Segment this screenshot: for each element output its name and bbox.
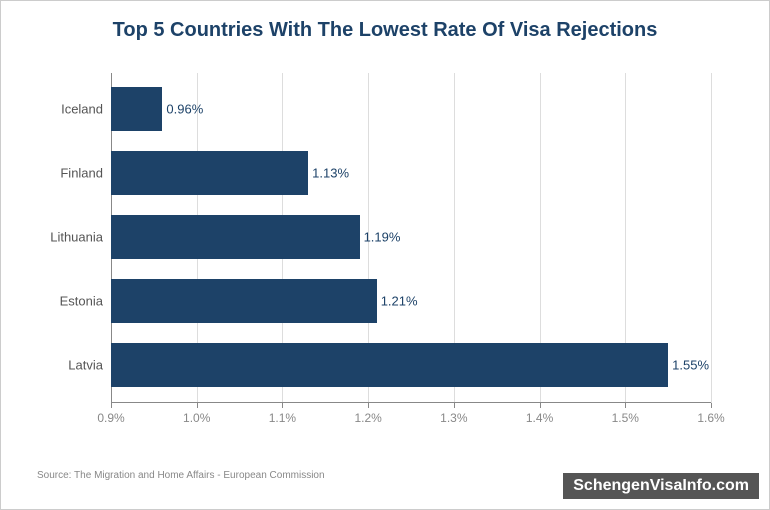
bar-row: 1.55% [111,343,668,387]
bar [111,279,377,323]
bar-row: 1.19% [111,215,360,259]
x-tick-label: 1.2% [354,411,381,425]
bar-row: 1.21% [111,279,377,323]
gridline [711,73,712,403]
x-tick-label: 1.4% [526,411,553,425]
bar [111,87,162,131]
x-tick-label: 1.1% [269,411,296,425]
bar [111,151,308,195]
bar-row: 0.96% [111,87,162,131]
x-tick-mark [711,403,712,408]
bar-value-label: 1.13% [312,166,349,181]
x-tick-mark [368,403,369,408]
x-tick-mark [197,403,198,408]
x-tick-label: 1.6% [697,411,724,425]
source-text: Source: The Migration and Home Affairs -… [37,470,325,481]
y-tick-label: Iceland [61,102,103,117]
y-tick-label: Latvia [68,358,103,373]
x-tick-label: 1.5% [612,411,639,425]
x-tick-mark [111,403,112,408]
chart-title: Top 5 Countries With The Lowest Rate Of … [1,1,769,52]
plot: 0.9%1.0%1.1%1.2%1.3%1.4%1.5%1.6%Iceland0… [111,73,711,403]
chart-area: 0.9%1.0%1.1%1.2%1.3%1.4%1.5%1.6%Iceland0… [111,73,711,403]
bar [111,215,360,259]
bar-value-label: 1.19% [364,230,401,245]
bar-row: 1.13% [111,151,308,195]
x-axis-line [111,402,711,403]
x-tick-mark [282,403,283,408]
x-tick-mark [625,403,626,408]
x-tick-label: 0.9% [97,411,124,425]
bar-value-label: 0.96% [166,102,203,117]
y-tick-label: Lithuania [50,230,103,245]
y-tick-label: Finland [60,166,103,181]
bar-value-label: 1.55% [672,358,709,373]
x-tick-label: 1.3% [440,411,467,425]
x-tick-mark [454,403,455,408]
x-tick-label: 1.0% [183,411,210,425]
y-tick-label: Estonia [60,294,103,309]
bar [111,343,668,387]
bar-value-label: 1.21% [381,294,418,309]
x-tick-mark [540,403,541,408]
watermark: SchengenVisaInfo.com [563,473,759,499]
